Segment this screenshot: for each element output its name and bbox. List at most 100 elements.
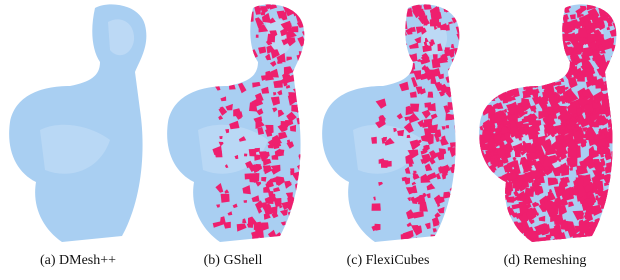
patch — [612, 177, 620, 186]
patch — [478, 41, 486, 52]
patch — [459, 202, 467, 211]
patch — [481, 40, 487, 45]
patch — [472, 142, 478, 149]
patch — [613, 88, 620, 98]
patch — [611, 114, 620, 127]
patch — [490, 6, 497, 15]
patch — [522, 42, 529, 49]
patch — [547, 7, 555, 14]
patch — [533, 64, 543, 77]
patch — [294, 211, 300, 217]
patch — [508, 221, 513, 226]
patch — [493, 191, 500, 197]
patch — [221, 194, 230, 203]
patch — [306, 236, 310, 240]
patch — [477, 228, 484, 233]
patch — [486, 13, 493, 20]
patch — [487, 177, 493, 182]
patch — [515, 237, 526, 250]
patch — [393, 50, 402, 59]
patch — [550, 18, 560, 30]
patch — [305, 46, 311, 52]
patch — [469, 215, 481, 224]
patch — [492, 56, 498, 63]
patch — [496, 74, 508, 83]
patch — [615, 165, 620, 171]
patch — [292, 207, 302, 217]
patch — [291, 222, 297, 229]
patch — [489, 239, 502, 250]
patch — [503, 72, 513, 81]
caption: (b) GShell — [204, 253, 263, 268]
patch — [538, 29, 544, 34]
patch — [542, 30, 547, 36]
panels — [9, 0, 620, 250]
patch — [543, 27, 552, 36]
patch — [552, 66, 558, 71]
patch — [606, 80, 611, 85]
patch — [500, 233, 507, 240]
patch — [523, 55, 528, 60]
patch — [460, 66, 464, 69]
patch — [479, 208, 484, 213]
patch — [489, 79, 497, 90]
patch — [550, 53, 558, 61]
patch — [458, 133, 464, 138]
patch — [499, 73, 503, 77]
patch — [528, 18, 538, 28]
patch — [511, 4, 517, 10]
patch — [480, 2, 491, 13]
patch — [510, 26, 523, 36]
patch — [508, 234, 514, 239]
patch — [537, 14, 548, 24]
patch — [398, 21, 407, 29]
patch — [451, 0, 459, 10]
patch — [615, 154, 620, 161]
patch — [507, 37, 517, 48]
patch — [490, 37, 499, 45]
patch — [553, 238, 564, 247]
patch — [298, 93, 303, 97]
patch — [451, 193, 457, 198]
patch — [611, 158, 614, 163]
patch — [540, 36, 548, 45]
patch — [537, 26, 542, 31]
patch — [543, 73, 554, 83]
patch — [555, 50, 562, 56]
patch — [477, 57, 487, 68]
patch — [457, 8, 466, 17]
patch — [485, 213, 496, 222]
patch — [544, 22, 551, 29]
patch — [226, 39, 237, 49]
patch — [456, 78, 466, 86]
patch — [531, 75, 541, 84]
patch — [507, 240, 512, 245]
patch — [568, 241, 573, 246]
patch — [478, 11, 485, 20]
patch — [480, 11, 486, 16]
patch — [536, 33, 544, 41]
patch — [555, 46, 564, 55]
patch — [520, 35, 528, 42]
patch — [489, 57, 499, 68]
patch — [607, 81, 612, 86]
patch — [485, 2, 491, 9]
patch — [499, 40, 509, 49]
patch — [539, 12, 544, 19]
patch — [479, 170, 487, 180]
patch — [611, 110, 616, 114]
patch — [541, 68, 551, 79]
patch — [609, 63, 617, 70]
patch — [473, 64, 479, 71]
patch — [441, 3, 446, 8]
patch — [481, 228, 490, 240]
patch — [522, 238, 526, 243]
bust-render — [469, 0, 620, 250]
patch — [453, 216, 462, 225]
patch — [384, 22, 391, 31]
patch — [459, 220, 465, 224]
patch — [615, 105, 620, 109]
patch — [455, 102, 464, 109]
patch — [479, 101, 484, 105]
patch — [610, 174, 617, 184]
